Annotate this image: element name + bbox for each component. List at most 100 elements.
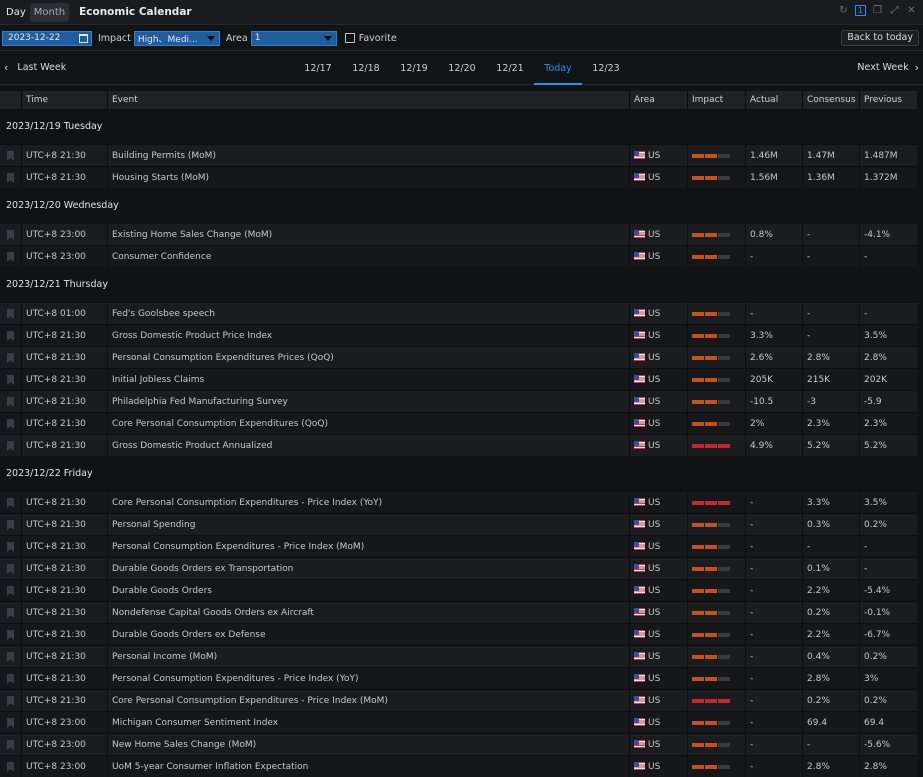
- bookmark-icon[interactable]: [7, 696, 14, 706]
- bookmark-icon[interactable]: [7, 331, 14, 341]
- bookmark-icon[interactable]: [7, 230, 14, 240]
- table-row[interactable]: UTC+8 21:30 Nondefense Capital Goods Orde…: [0, 601, 917, 623]
- event-area: US: [629, 558, 687, 579]
- calendar-icon[interactable]: [79, 33, 88, 43]
- date-picker[interactable]: 2023-12-22: [2, 30, 92, 46]
- bookmark-icon[interactable]: [7, 252, 14, 262]
- table-row[interactable]: UTC+8 21:30 Initial Jobless Claims US 205K 2…: [0, 368, 917, 390]
- bookmark-icon[interactable]: [7, 520, 14, 530]
- next-week-button[interactable]: Next Week ›: [857, 61, 919, 74]
- bookmark-icon[interactable]: [7, 498, 14, 508]
- header-previous[interactable]: Previous: [859, 91, 917, 109]
- bookmark-icon[interactable]: [7, 608, 14, 618]
- bookmark-icon[interactable]: [7, 718, 14, 728]
- header-area[interactable]: Area: [629, 91, 687, 109]
- day-tab[interactable]: 12/19: [400, 63, 428, 74]
- bookmark-icon[interactable]: [7, 762, 14, 772]
- table-row[interactable]: UTC+8 23:00 Michigan Consumer Sentiment I…: [0, 711, 917, 733]
- date-group-header: 2023/12/21 Thursday: [0, 267, 917, 302]
- table-row[interactable]: UTC+8 21:30 Personal Consumption Expendit…: [0, 346, 917, 368]
- day-tab[interactable]: Today: [534, 52, 582, 85]
- bookmark-icon[interactable]: [7, 309, 14, 319]
- day-tab[interactable]: 12/17: [304, 63, 332, 74]
- table-row[interactable]: UTC+8 21:30 Philadelphia Fed Manufacturin…: [0, 390, 917, 412]
- bookmark-icon[interactable]: [7, 397, 14, 407]
- table-row[interactable]: UTC+8 21:30 Core Personal Consumption Exp…: [0, 412, 917, 434]
- tab-day[interactable]: Day: [2, 2, 30, 22]
- table-row[interactable]: UTC+8 21:30 Gross Domestic Product Annual…: [0, 434, 917, 456]
- table-row[interactable]: UTC+8 01:00 Fed's Goolsbee speech US - - -: [0, 302, 917, 324]
- close-icon[interactable]: ✕: [907, 5, 916, 16]
- table-row[interactable]: UTC+8 21:30 Personal Consumption Expendit…: [0, 667, 917, 689]
- bookmark-icon[interactable]: [7, 740, 14, 750]
- event-time: UTC+8 21:30: [21, 413, 107, 434]
- bookmark-icon[interactable]: [7, 542, 14, 552]
- event-consensus: 0.2%: [802, 602, 859, 623]
- bookmark-icon[interactable]: [7, 586, 14, 596]
- impact-indicator: [692, 677, 745, 681]
- table-row[interactable]: UTC+8 21:30 Gross Domestic Product Price …: [0, 324, 917, 346]
- table-row[interactable]: UTC+8 21:30 Core Personal Consumption Exp…: [0, 689, 917, 711]
- header-actual[interactable]: Actual: [745, 91, 802, 109]
- table-row[interactable]: UTC+8 21:30 Durable Goods Orders US -2.2% -5…: [0, 579, 917, 601]
- event-consensus: 0.4%: [802, 646, 859, 667]
- bookmark-icon[interactable]: [7, 353, 14, 363]
- event-consensus: 0.3%: [802, 514, 859, 535]
- event-previous: 202K: [859, 369, 917, 390]
- table-row[interactable]: UTC+8 21:30 Durable Goods Orders ex Trans…: [0, 557, 917, 579]
- table-row[interactable]: UTC+8 21:30 Durable Goods Orders ex Defen…: [0, 623, 917, 645]
- tab-month[interactable]: Month: [29, 2, 70, 22]
- impact-select[interactable]: High、Medi...: [133, 30, 220, 46]
- event-name: Durable Goods Orders ex Defense: [107, 624, 629, 645]
- event-previous: 2.3%: [859, 413, 917, 434]
- bookmark-icon[interactable]: [7, 375, 14, 385]
- event-previous: 2.8%: [859, 347, 917, 368]
- last-week-button[interactable]: ‹ Last Week: [4, 61, 66, 74]
- impact-indicator: [692, 356, 745, 360]
- impact-bar: [718, 444, 730, 448]
- us-flag-icon: [634, 674, 645, 682]
- impact-select-value: High、Medi...: [137, 34, 198, 45]
- bookmark-icon[interactable]: [7, 674, 14, 684]
- bookmark-icon[interactable]: [7, 564, 14, 574]
- event-area: US: [629, 624, 687, 645]
- bookmark-icon[interactable]: [7, 173, 14, 183]
- header-consensus[interactable]: Consensus: [802, 91, 859, 109]
- table-row[interactable]: UTC+8 23:00 New Home Sales Change (MoM) US…: [0, 733, 917, 755]
- bookmark-cell: [0, 558, 21, 579]
- favorite-label[interactable]: Favorite: [358, 32, 397, 44]
- table-row[interactable]: UTC+8 23:00 UoM 5-year Consumer Inflation…: [0, 755, 917, 777]
- table-row[interactable]: UTC+8 23:00 Consumer Confidence US - - -: [0, 245, 917, 267]
- bookmark-icon[interactable]: [7, 441, 14, 451]
- day-tab[interactable]: 12/18: [352, 63, 380, 74]
- day-tab[interactable]: 12/23: [592, 63, 620, 74]
- bookmark-icon[interactable]: [7, 652, 14, 662]
- header-time[interactable]: Time: [21, 91, 107, 109]
- back-to-today-button[interactable]: Back to today: [841, 30, 919, 46]
- link-group-badge[interactable]: 1: [855, 5, 866, 16]
- restore-icon[interactable]: ❐: [873, 5, 882, 16]
- header-impact[interactable]: Impact: [687, 91, 745, 109]
- table-row[interactable]: UTC+8 21:30 Personal Income (MoM) US -0.4% 0…: [0, 645, 917, 667]
- bookmark-cell: [0, 413, 21, 434]
- expand-icon[interactable]: ⤢: [890, 5, 899, 16]
- table-row[interactable]: UTC+8 21:30 Personal Spending US -0.3% 0.2%: [0, 513, 917, 535]
- bookmark-icon[interactable]: [7, 419, 14, 429]
- table-row[interactable]: UTC+8 21:30 Housing Starts (MoM) US 1.56M 1.…: [0, 166, 917, 188]
- table-row[interactable]: UTC+8 21:30 Building Permits (MoM) US 1.46M…: [0, 144, 917, 166]
- impact-bar: [692, 655, 704, 659]
- event-name: Durable Goods Orders ex Transportation: [107, 558, 629, 579]
- header-event[interactable]: Event: [107, 91, 629, 109]
- table-row[interactable]: UTC+8 21:30 Personal Consumption Expendit…: [0, 535, 917, 557]
- event-actual: -: [745, 536, 802, 557]
- area-select[interactable]: 1: [250, 30, 337, 46]
- day-tab[interactable]: 12/20: [448, 63, 476, 74]
- favorite-checkbox[interactable]: [344, 33, 355, 43]
- table-row[interactable]: UTC+8 23:00 Existing Home Sales Change (M…: [0, 223, 917, 245]
- bookmark-icon[interactable]: [7, 630, 14, 640]
- table-row[interactable]: UTC+8 21:30 Core Personal Consumption Exp…: [0, 491, 917, 513]
- day-tab[interactable]: 12/21: [496, 63, 524, 74]
- bookmark-icon[interactable]: [7, 151, 14, 161]
- refresh-icon[interactable]: ↻: [839, 5, 848, 16]
- impact-bar: [718, 154, 730, 158]
